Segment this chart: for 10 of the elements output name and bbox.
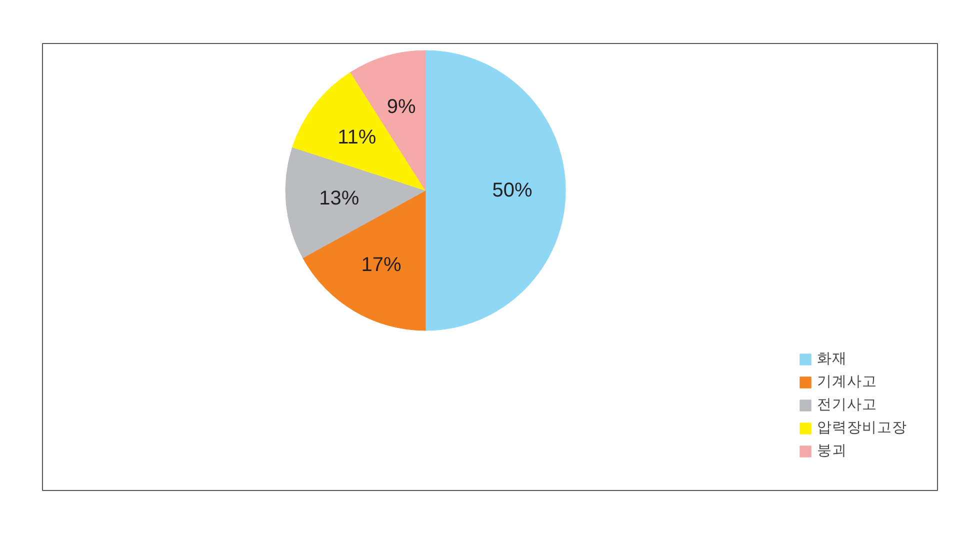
legend-label: 압력장비고장 — [817, 419, 907, 437]
legend-label: 전기사고 — [817, 396, 877, 414]
data-label: 9% — [386, 96, 416, 118]
legend-label: 화재 — [817, 350, 847, 368]
data-label: 50% — [492, 180, 533, 202]
data-label: 17% — [361, 254, 402, 276]
legend-label: 기계사고 — [817, 373, 877, 391]
data-label: 11% — [338, 126, 376, 148]
data-label: 13% — [319, 188, 360, 210]
legend-label: 붕괴 — [817, 442, 847, 460]
